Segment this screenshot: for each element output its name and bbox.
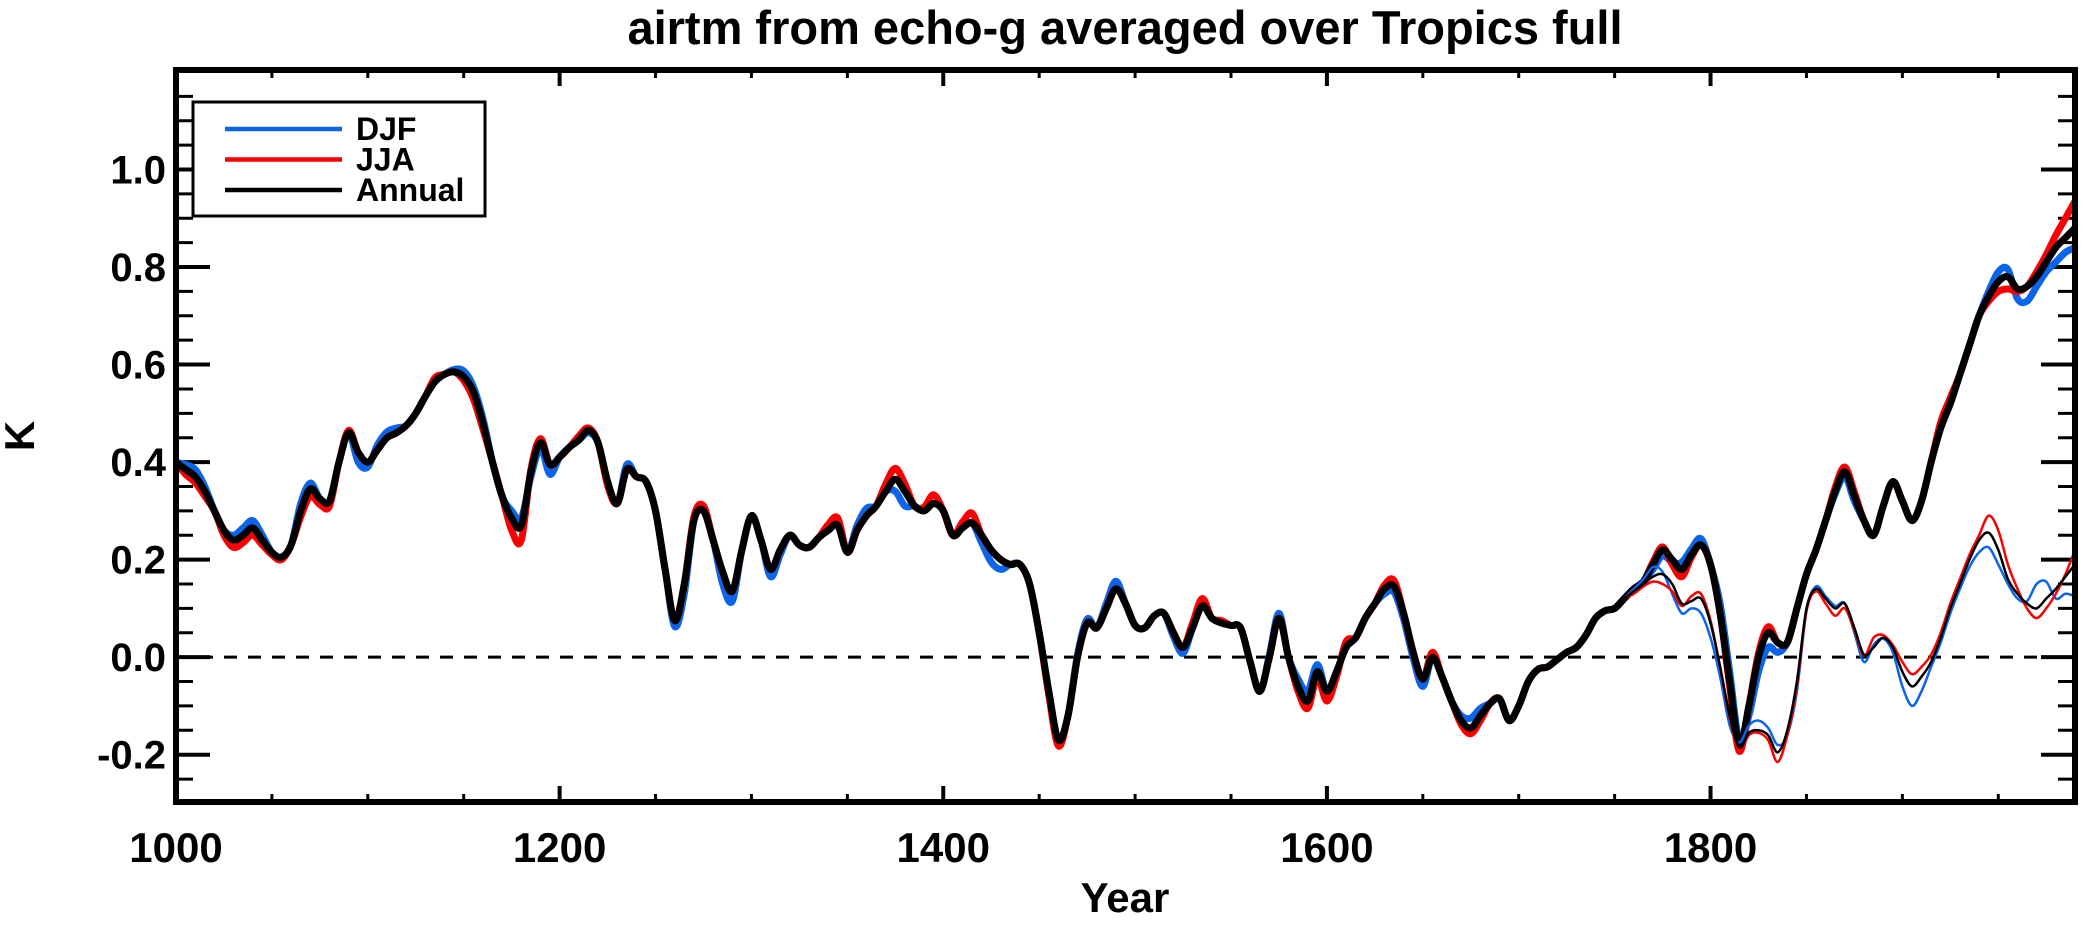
x-tick-label: 1200 — [513, 824, 606, 871]
x-tick-label: 1400 — [897, 824, 990, 871]
plot-frame — [173, 67, 2078, 805]
series-annual-thin — [1622, 531, 2075, 754]
y-tick-label: 0.0 — [110, 636, 166, 680]
x-tick-label: 1800 — [1664, 824, 1757, 871]
series-djf — [176, 244, 2075, 747]
series-annual — [176, 224, 2075, 749]
y-tick-label: 0.8 — [110, 246, 166, 290]
y-tick-label: 0.6 — [110, 344, 166, 388]
y-tick-label: 0.2 — [110, 539, 166, 583]
legend-label-jja: JJA — [356, 142, 415, 178]
series-layer — [176, 197, 2075, 764]
tick-labels: -0.2 0.0 0.2 0.4 0.6 0.8 1.0 1000 1200 1400 1600 18… — [97, 148, 1757, 871]
y-tick-label: 0.4 — [110, 441, 166, 485]
legend-label-djf: DJF — [356, 111, 416, 147]
y-tick-label: -0.2 — [97, 734, 166, 778]
legend-label-annual: Annual — [356, 172, 464, 208]
y-axis-title: K — [0, 421, 43, 451]
y-tick-label: 1.0 — [110, 148, 166, 192]
x-tick-label: 1600 — [1280, 824, 1373, 871]
series-jja — [176, 197, 2075, 755]
x-axis-title: Year — [1081, 874, 1170, 921]
chart-title: airtm from echo-g averaged over Tropics … — [627, 1, 1622, 54]
x-tick-label: 1000 — [129, 824, 222, 871]
